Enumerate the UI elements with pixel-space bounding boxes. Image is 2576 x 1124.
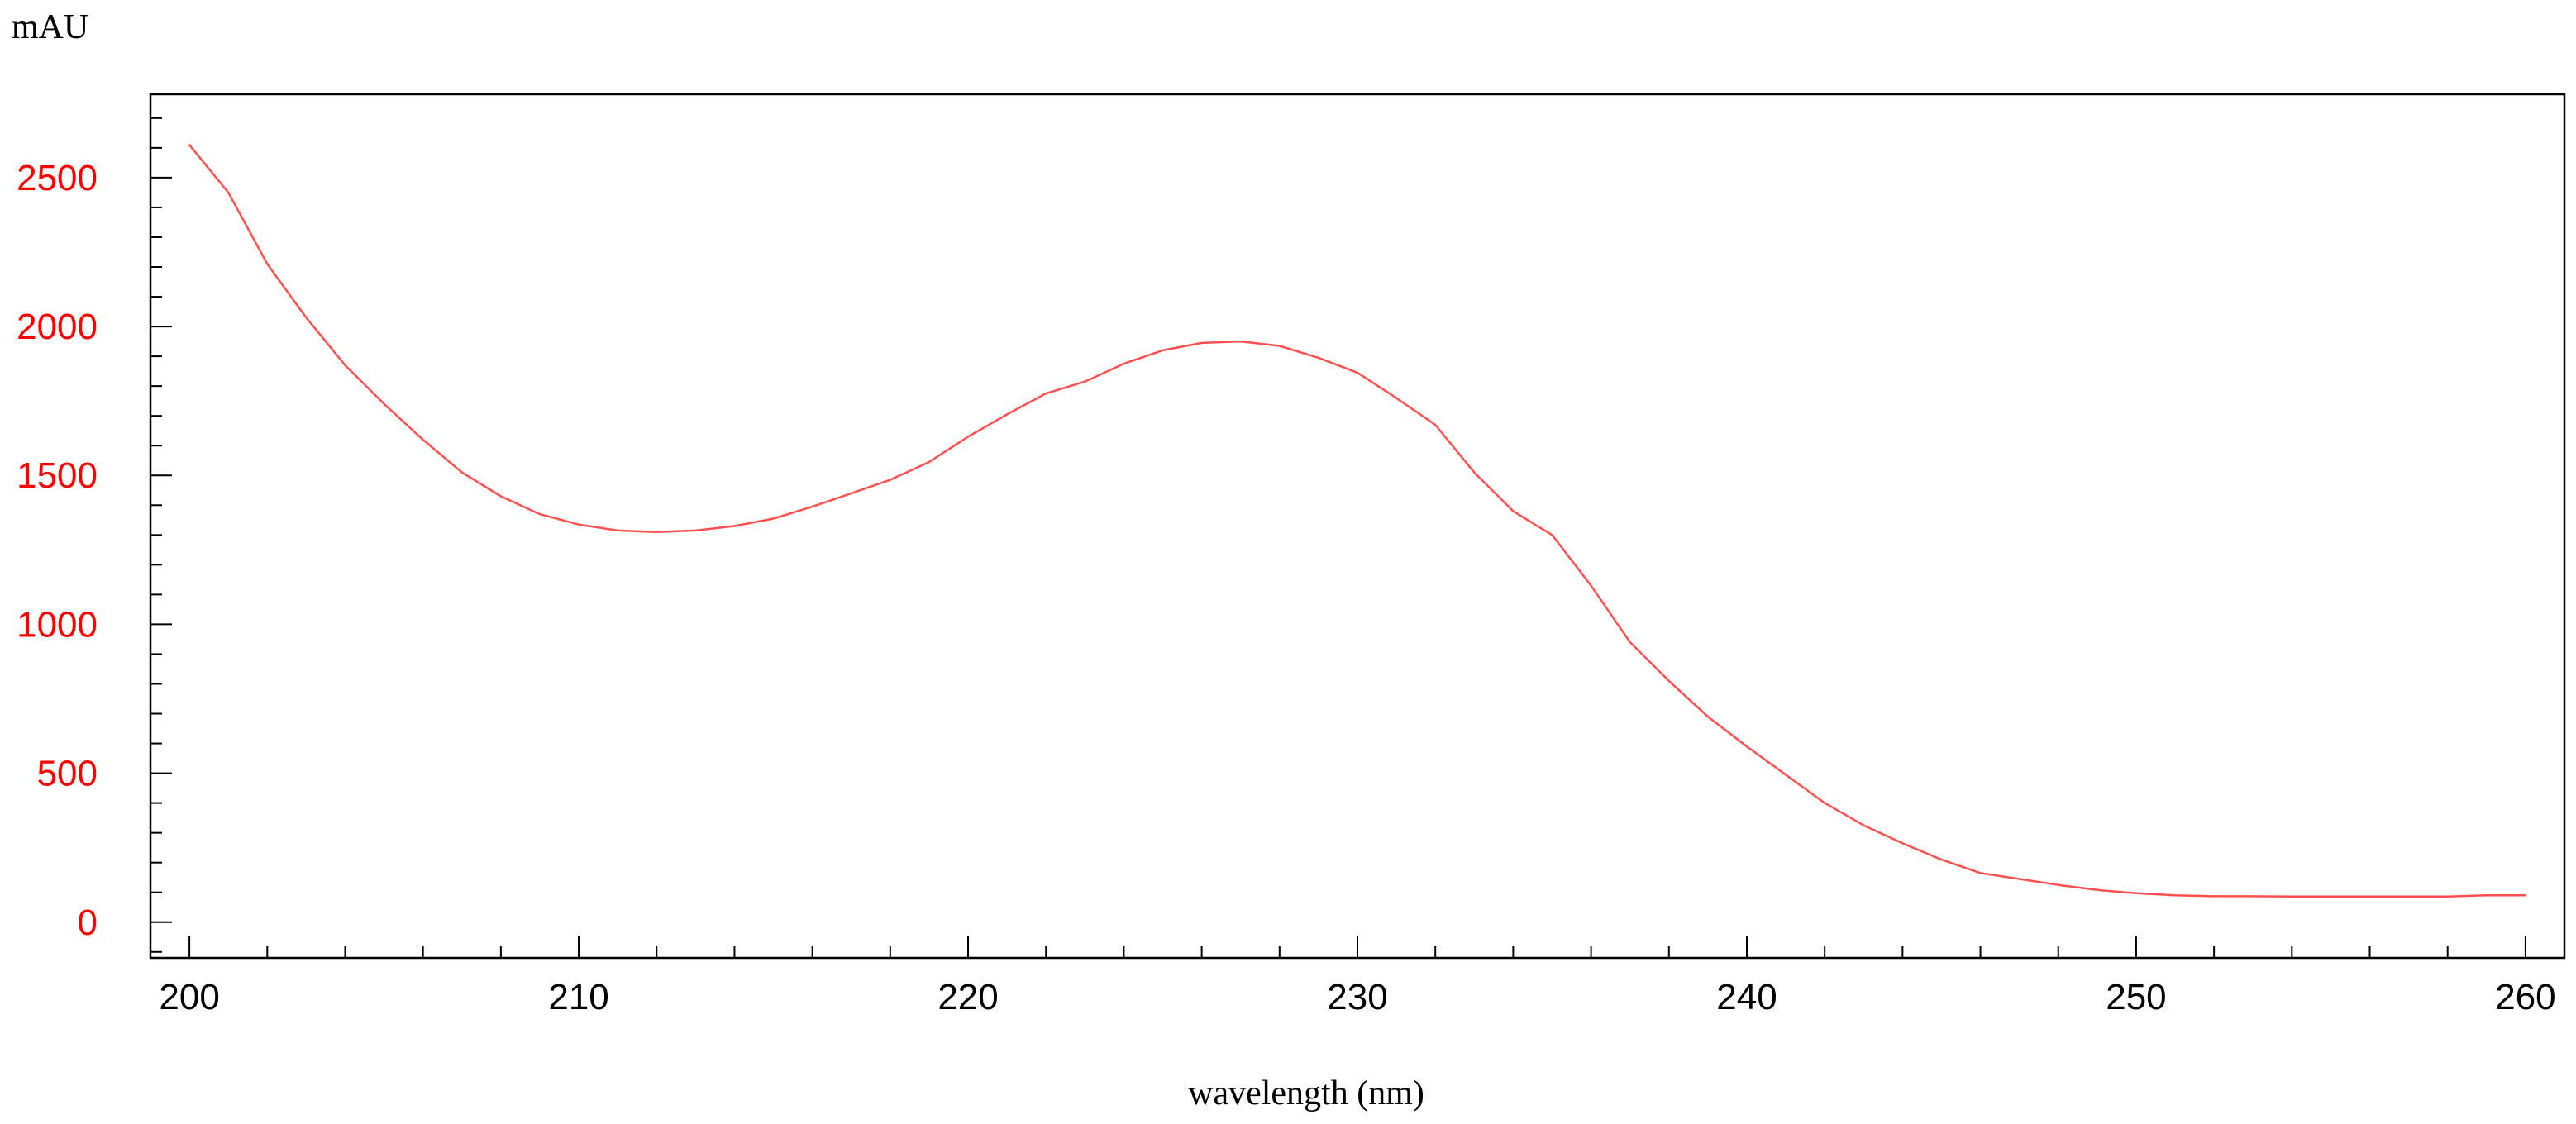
axis-tick-labels: 200 210 220 230 240 250 260 0 500 1000 1500 2000 250… (17, 158, 2556, 1017)
y-tick-label: 0 (78, 903, 98, 943)
x-axis-title: wavelength (nm) (1188, 1074, 1424, 1112)
x-tick-label: 220 (937, 977, 998, 1017)
y-tick-label: 1500 (17, 455, 98, 496)
series-layer (188, 144, 2527, 898)
y-axis-title: mAU (12, 8, 88, 46)
x-tick-label: 200 (159, 977, 219, 1017)
y-tick-label: 2500 (17, 158, 98, 198)
x-tick-label: 240 (1716, 977, 1777, 1017)
x-tick-label: 230 (1327, 977, 1387, 1017)
y-tick-label: 2000 (17, 307, 98, 347)
y-tick-label: 1000 (17, 604, 98, 645)
y-tick-label: 500 (37, 754, 98, 794)
x-tick-label: 260 (2495, 977, 2555, 1017)
x-tick-label: 250 (2106, 977, 2166, 1017)
spectrum-line (188, 144, 2527, 898)
axis-ticks (150, 117, 2526, 958)
plot-frame (149, 93, 2566, 960)
x-tick-label: 210 (548, 977, 608, 1017)
